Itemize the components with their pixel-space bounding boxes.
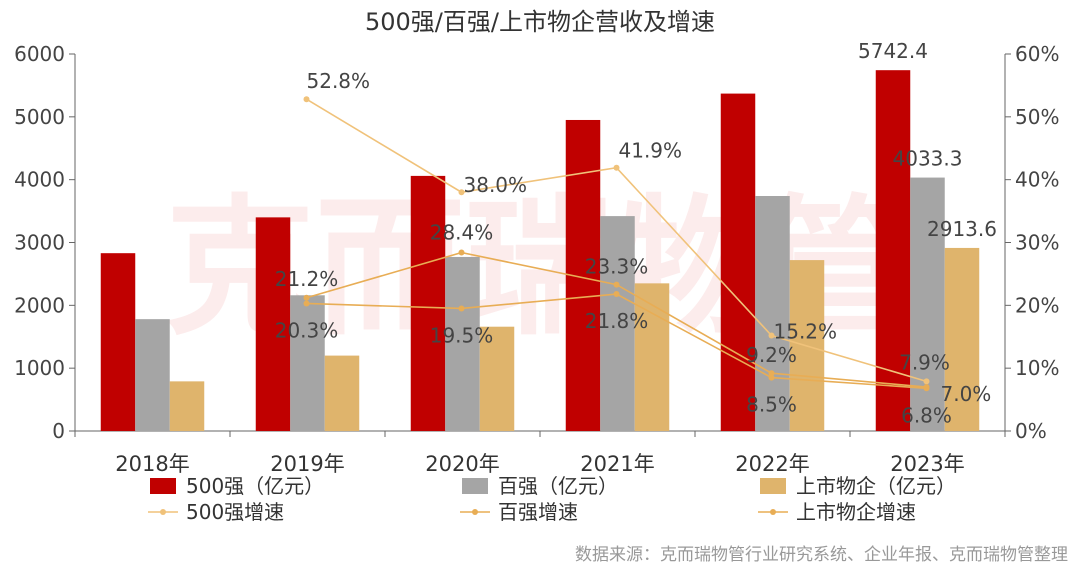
bar-data-label: 4033.3 xyxy=(893,147,963,171)
bar xyxy=(410,175,446,431)
chart-title: 500强/百强/上市物企营收及增速 xyxy=(365,8,715,36)
bar xyxy=(100,253,136,431)
y-left-tick-label: 0 xyxy=(52,419,65,443)
line-data-label: 41.9% xyxy=(619,139,683,163)
data-labels: 5742.4 4033.3 2913.6 52.8% 38.0% 41.9% 15.2% 7.… xyxy=(275,39,997,427)
y-left-tick-label: 2000 xyxy=(14,293,65,317)
bar-data-label: 2913.6 xyxy=(927,217,997,241)
line-point xyxy=(303,96,310,103)
line-point xyxy=(613,164,620,171)
y-left-tick-label: 5000 xyxy=(14,105,65,129)
line-data-label: 6.8% xyxy=(901,403,952,427)
y-right-tick-label: 10% xyxy=(1015,356,1059,380)
y-left-tick-label: 6000 xyxy=(14,42,65,66)
line-point xyxy=(613,291,620,298)
line-data-label: 23.3% xyxy=(585,255,649,279)
bar xyxy=(755,196,790,431)
line-data-label: 7.0% xyxy=(941,382,992,406)
y-right-tick-label: 50% xyxy=(1015,105,1059,129)
bar xyxy=(944,247,980,431)
x-category-label: 2023年 xyxy=(890,452,964,476)
axes: 0 1000 2000 3000 4000 5000 6000 0% 10% 20% 30% 40% 5… xyxy=(14,42,1059,476)
bar xyxy=(634,283,670,431)
bar xyxy=(600,216,635,431)
bar-data-label: 5742.4 xyxy=(858,39,928,63)
bar xyxy=(875,70,911,432)
line-point xyxy=(923,378,930,385)
y-right-tick-label: 0% xyxy=(1015,419,1047,443)
legend-swatch xyxy=(760,478,786,494)
bar xyxy=(135,319,170,431)
legend-label: 上市物企增速 xyxy=(796,500,916,524)
line-data-label: 15.2% xyxy=(774,319,838,343)
source-note: 数据来源：克而瑞物管行业研究系统、企业年报、克而瑞物管整理 xyxy=(575,545,1068,565)
line-data-label: 52.8% xyxy=(307,69,371,93)
legend-swatch xyxy=(150,478,176,494)
line-point xyxy=(303,300,310,307)
line-point xyxy=(613,281,620,288)
x-category-label: 2020年 xyxy=(425,452,499,476)
line-point xyxy=(458,305,465,312)
legend-swatch xyxy=(462,478,488,494)
legend-point-marker xyxy=(472,509,478,515)
line-point xyxy=(458,189,465,196)
legend-label: 百强（亿元） xyxy=(498,474,618,498)
line-point xyxy=(768,374,775,381)
line-data-label: 21.2% xyxy=(275,267,339,291)
legend: 500强（亿元） 百强（亿元） 上市物企（亿元） 500强增速 百强增速 上市物企增速 xyxy=(148,474,956,524)
legend-point-marker xyxy=(770,509,776,515)
y-left-tick-label: 1000 xyxy=(14,356,65,380)
line-data-label: 20.3% xyxy=(275,318,339,342)
line-point xyxy=(768,332,775,339)
y-left-tick-label: 3000 xyxy=(14,231,65,255)
line-data-label: 28.4% xyxy=(430,221,494,245)
x-category-label: 2022年 xyxy=(735,452,809,476)
x-category-label: 2018年 xyxy=(115,452,189,476)
line-data-label: 19.5% xyxy=(430,323,494,347)
line-point xyxy=(458,249,465,256)
line-data-label: 9.2% xyxy=(746,343,797,367)
line-point xyxy=(768,370,775,377)
bar xyxy=(324,355,360,431)
legend-label: 百强增速 xyxy=(498,500,578,524)
y-right-tick-label: 30% xyxy=(1015,231,1059,255)
line-point xyxy=(923,385,930,392)
bar xyxy=(255,217,291,431)
line-point xyxy=(303,294,310,301)
lines xyxy=(303,96,930,392)
bar xyxy=(720,93,756,432)
line-data-label: 21.8% xyxy=(585,309,649,333)
line-data-label: 38.0% xyxy=(464,173,528,197)
line-data-label: 8.5% xyxy=(746,393,797,417)
bar xyxy=(445,256,480,431)
y-left-tick-label: 4000 xyxy=(14,168,65,192)
bar xyxy=(290,295,325,431)
y-right-tick-label: 60% xyxy=(1015,42,1059,66)
bar xyxy=(169,381,205,431)
x-category-label: 2021年 xyxy=(580,452,654,476)
legend-label: 500强增速 xyxy=(186,500,284,524)
bars xyxy=(100,70,980,432)
y-right-tick-label: 20% xyxy=(1015,293,1059,317)
y-right-tick-label: 40% xyxy=(1015,168,1059,192)
bar xyxy=(479,326,515,431)
legend-point-marker xyxy=(160,509,166,515)
line-data-label: 7.9% xyxy=(899,350,950,374)
legend-label: 500强（亿元） xyxy=(186,474,324,498)
x-category-label: 2019年 xyxy=(270,452,344,476)
legend-label: 上市物企（亿元） xyxy=(796,474,956,498)
